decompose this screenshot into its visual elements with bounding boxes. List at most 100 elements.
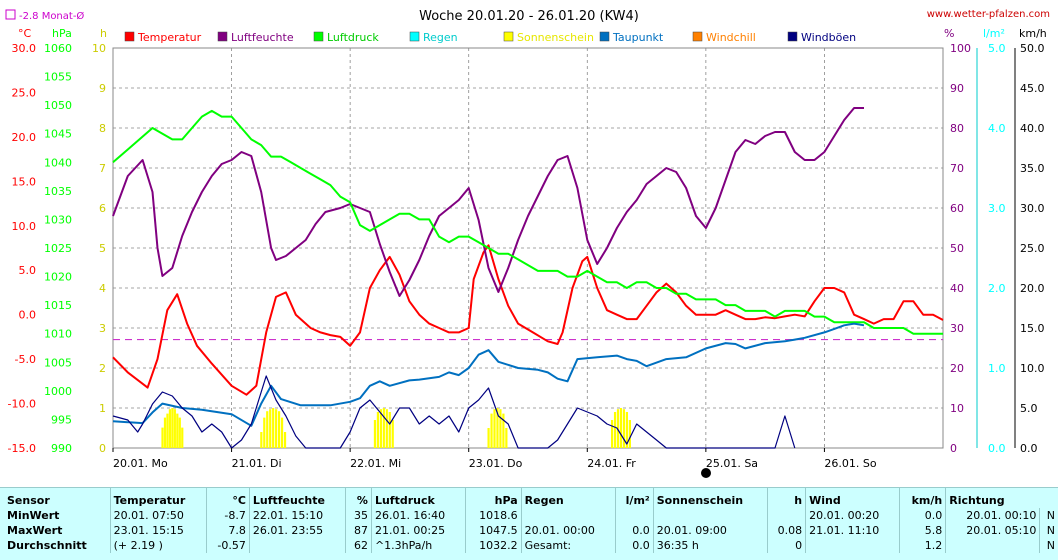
sunshine-bar	[376, 412, 380, 448]
legend-swatch	[787, 31, 798, 42]
sunshine-bar	[272, 408, 275, 448]
stats-cell: 87	[345, 523, 372, 538]
stats-panel: Sensor Temperatur °C Luftfeuchte% Luftdruck h…	[0, 487, 1058, 560]
sunshine-bar	[283, 432, 287, 448]
axis-tick-wind: 35.0	[1020, 162, 1045, 175]
stats-cell: 20.01. 00:10	[945, 508, 1040, 523]
stats-cell: 62	[345, 538, 372, 553]
axis-tick-temp: -10.0	[8, 398, 36, 411]
legend-label: Windchill	[706, 31, 756, 44]
series-line-windböen	[112, 375, 796, 449]
axis-tick-press: 1000	[44, 385, 72, 398]
stats-cell: 26.01. 16:40	[370, 508, 466, 523]
stats-header-cell: Sensor	[7, 494, 50, 507]
stats-cell	[520, 508, 616, 523]
site-url[interactable]: www.wetter-pfalzen.com	[927, 9, 1050, 20]
stats-row: MinWert 20.01. 07:50 -8.7 22.01. 15:10 35 26.…	[0, 508, 1058, 523]
axis-tick-temp: 20.0	[12, 131, 37, 144]
stats-cell: 1047.5	[465, 523, 522, 538]
axis-tick-rain: 3.0	[988, 202, 1006, 215]
sunshine-bar	[275, 409, 278, 448]
stats-table: Sensor Temperatur °C Luftfeuchte% Luftdruck h…	[0, 488, 1058, 553]
stats-header-cell: l/m²	[614, 488, 654, 508]
legend-label: Luftdruck	[327, 31, 379, 44]
series-line-taupunkt	[112, 322, 865, 427]
stats-cell: -8.7	[205, 508, 250, 523]
axis-tick-wind: 25.0	[1020, 242, 1045, 255]
sunshine-bar	[625, 412, 629, 448]
stats-header-row: Sensor Temperatur °C Luftfeuchte% Luftdruck h…	[0, 488, 1058, 508]
axis-tick-rain: 0.0	[988, 442, 1006, 455]
stats-cell: 0.0	[614, 523, 654, 538]
axis-tick-sun: 1	[99, 402, 106, 415]
axis-tick-press: 990	[51, 442, 72, 455]
axis-tick-press: 1020	[44, 271, 72, 284]
stats-row-label: Durchschnitt	[7, 539, 87, 552]
stats-cell	[945, 538, 1040, 553]
legend-swatch	[409, 31, 420, 42]
x-tick-label: 23.01. Do	[469, 457, 523, 470]
axis-tick-hum: 80	[950, 122, 964, 135]
axis-tick-press: 1025	[44, 242, 72, 255]
axis-tick-press: 1045	[44, 128, 72, 141]
sunshine-bar	[616, 409, 620, 448]
axis-tick-hum: 50	[950, 242, 964, 255]
axis-tick-wind: 40.0	[1020, 122, 1045, 135]
sunshine-bar	[613, 412, 617, 448]
sunshine-bar	[619, 408, 623, 448]
sunshine-bar	[269, 409, 272, 448]
stats-cell: Gesamt:	[520, 538, 616, 553]
axis-tick-sun: 7	[99, 162, 106, 175]
legend-label: Luftfeuchte	[231, 31, 294, 44]
sunshine-bar	[610, 420, 614, 448]
sunshine-bar	[388, 412, 391, 448]
axis-tick-wind: 10.0	[1020, 362, 1045, 375]
axis-tick-temp: 5.0	[19, 264, 37, 277]
stats-cell: -0.57	[205, 538, 250, 553]
stats-cell: 20.01. 00:00	[520, 523, 616, 538]
sunshine-bar	[487, 428, 490, 448]
stats-header-cell: %	[345, 488, 372, 508]
axis-tick-press: 1010	[44, 328, 72, 341]
stats-cell: 1032.2	[465, 538, 522, 553]
axis-tick-press: 1055	[44, 71, 72, 84]
sunshine-bar	[161, 427, 164, 448]
axis-tick-sun: 0	[99, 442, 106, 455]
stats-cell	[614, 508, 654, 523]
stats-cell: 1018.6	[465, 508, 522, 523]
axis-tick-hum: 90	[950, 82, 964, 95]
legend-label: Taupunkt	[612, 31, 664, 44]
sunshine-bar	[373, 420, 377, 448]
stats-cell: 35	[345, 508, 372, 523]
axis-tick-hum: 0	[950, 442, 957, 455]
stats-cell	[248, 538, 346, 553]
axis-tick-hum: 10	[950, 402, 964, 415]
axis-tick-rain: 5.0	[988, 42, 1006, 55]
sunshine-bar	[502, 413, 505, 448]
sunshine-bar	[493, 409, 496, 448]
stats-cell: 1.2	[899, 538, 946, 553]
sunshine-bar	[278, 411, 281, 448]
axis-tick-hum: 100	[950, 42, 971, 55]
axis-tick-hum: 40	[950, 282, 964, 295]
chart-title: Woche 20.01.20 - 26.01.20 (KW4)	[419, 9, 639, 24]
stats-cell: 0.0	[614, 538, 654, 553]
sunshine-bar	[505, 428, 508, 448]
axis-unit-press: hPa	[52, 27, 72, 40]
axis-tick-hum: 70	[950, 162, 964, 175]
stats-cell: 0	[766, 538, 806, 553]
stats-row-label: MinWert	[7, 509, 60, 522]
legend-label: Regen	[423, 31, 458, 44]
sunshine-bar	[499, 409, 502, 448]
sunshine-bar	[379, 409, 382, 448]
axis-tick-wind: 30.0	[1020, 202, 1045, 215]
stats-cell: 22.01. 15:10	[248, 508, 346, 523]
axis-tick-temp: 25.0	[12, 86, 37, 99]
x-tick-label: 20.01. Mo	[113, 457, 168, 470]
axis-tick-wind: 50.0	[1020, 42, 1045, 55]
legend-label: Windböen	[801, 31, 856, 44]
axis-tick-hum: 20	[950, 362, 964, 375]
sunshine-bar	[263, 417, 266, 448]
stats-cell: 20.01. 00:20	[805, 508, 900, 523]
sunshine-bar	[385, 409, 388, 448]
